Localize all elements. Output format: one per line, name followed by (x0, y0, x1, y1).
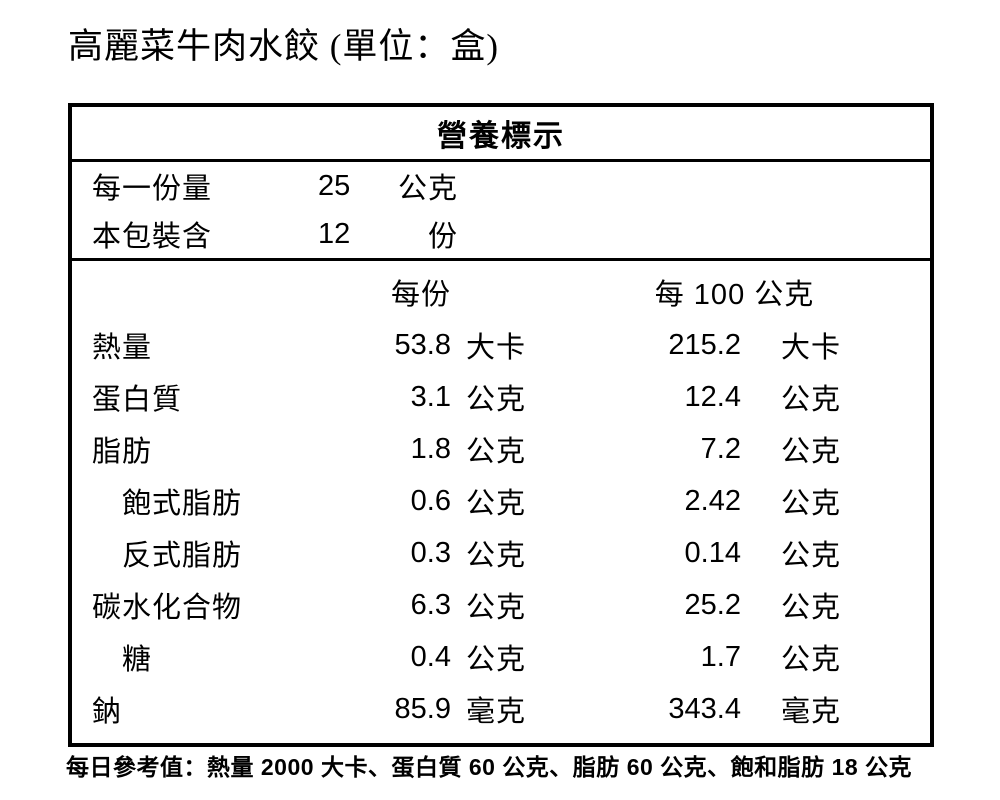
nutrient-value-per-100g: 215.2 (668, 328, 741, 361)
nutrient-value-per-serving: 1.8 (410, 432, 451, 465)
nutrient-unit-per-100g: 公克 (781, 436, 842, 468)
nutrient-value-per-serving: 3.1 (410, 380, 451, 413)
serving-row: 本包裝含 12 份 (92, 210, 930, 258)
nutrient-value-per-serving: 0.3 (410, 536, 451, 569)
nutrition-table: 營養標示 每一份量 25 公克 本包裝含 12 份 (68, 103, 934, 747)
nutrient-label: 脂肪 (92, 436, 153, 468)
nutrient-value-per-100g: 1.7 (700, 640, 741, 673)
serving-value: 12 (318, 217, 351, 250)
nutrient-label: 鈉 (92, 696, 123, 728)
table-title: 營養標示 (72, 107, 930, 162)
nutrient-value-per-serving: 53.8 (394, 328, 451, 361)
nutrient-label: 糖 (122, 644, 153, 676)
nutrient-unit-per-100g: 公克 (781, 540, 842, 572)
nutrient-label: 飽式脂肪 (122, 488, 243, 520)
page-title: 高麗菜牛肉水餃 (單位：盒) (68, 27, 500, 66)
nutrient-row: 熱量 53.8 大卡 215.2 大卡 (92, 319, 910, 371)
nutrient-value-per-100g: 7.2 (700, 432, 741, 465)
nutrient-section: 每份 每 100 公克 熱量 53.8 大卡 215.2 大卡 蛋白質 3.1 … (72, 261, 930, 743)
nutrient-unit-per-100g: 毫克 (781, 696, 842, 728)
serving-row: 每一份量 25 公克 (92, 162, 930, 210)
nutrient-unit-per-100g: 公克 (781, 592, 842, 624)
nutrient-unit-per-100g: 公克 (781, 384, 842, 416)
nutrient-value-per-serving: 0.4 (410, 640, 451, 673)
serving-unit: 份 (427, 221, 458, 253)
nutrient-unit-per-serving: 公克 (466, 488, 527, 520)
nutrient-value-per-100g: 12.4 (684, 380, 741, 413)
nutrient-row: 鈉 85.9 毫克 343.4 毫克 (92, 683, 910, 735)
daily-reference-footnote: 每日參考值：熱量 2000 大卡、蛋白質 60 公克、脂肪 60 公克、飽和脂肪… (66, 754, 913, 780)
nutrient-row: 碳水化合物 6.3 公克 25.2 公克 (92, 579, 910, 631)
nutrient-unit-per-serving: 公克 (466, 540, 527, 572)
serving-value: 25 (318, 169, 351, 202)
nutrient-value-per-100g: 343.4 (668, 692, 741, 725)
column-header-per-100g: 每 100 公克 (654, 279, 815, 311)
nutrient-row: 脂肪 1.8 公克 7.2 公克 (92, 423, 910, 475)
nutrient-value-per-serving: 0.6 (410, 484, 451, 517)
serving-label: 每一份量 (92, 173, 213, 205)
nutrient-value-per-100g: 0.14 (684, 536, 741, 569)
nutrient-row: 飽式脂肪 0.6 公克 2.42 公克 (92, 475, 910, 527)
nutrient-label: 蛋白質 (92, 384, 183, 416)
serving-rows: 每一份量 25 公克 本包裝含 12 份 (92, 162, 930, 258)
serving-section: 每一份量 25 公克 本包裝含 12 份 (72, 162, 930, 261)
nutrient-unit-per-100g: 公克 (781, 488, 842, 520)
nutrient-value-per-serving: 85.9 (394, 692, 451, 725)
nutrient-unit-per-serving: 大卡 (466, 332, 527, 364)
nutrient-value-per-100g: 2.42 (684, 484, 741, 517)
column-header-row: 每份 每 100 公克 (92, 265, 910, 319)
serving-unit: 公克 (398, 173, 459, 205)
nutrient-unit-per-serving: 公克 (466, 644, 527, 676)
nutrient-row: 蛋白質 3.1 公克 12.4 公克 (92, 371, 910, 423)
nutrient-unit-per-serving: 公克 (466, 384, 527, 416)
nutrient-unit-per-serving: 公克 (466, 436, 527, 468)
column-header-per-serving: 每份 (390, 279, 451, 311)
nutrient-label: 熱量 (92, 332, 153, 364)
nutrient-value-per-100g: 25.2 (684, 588, 741, 621)
nutrient-label: 反式脂肪 (122, 540, 243, 572)
nutrient-value-per-serving: 6.3 (410, 588, 451, 621)
nutrient-row: 糖 0.4 公克 1.7 公克 (92, 631, 910, 683)
nutrient-label: 碳水化合物 (92, 592, 243, 624)
nutrient-unit-per-serving: 公克 (466, 592, 527, 624)
nutrient-unit-per-100g: 大卡 (781, 332, 842, 364)
serving-label: 本包裝含 (92, 221, 213, 253)
nutrient-row: 反式脂肪 0.3 公克 0.14 公克 (92, 527, 910, 579)
nutrient-rows: 熱量 53.8 大卡 215.2 大卡 蛋白質 3.1 公克 12.4 公克 脂… (92, 319, 910, 735)
nutrient-unit-per-100g: 公克 (781, 644, 842, 676)
nutrient-unit-per-serving: 毫克 (466, 696, 527, 728)
